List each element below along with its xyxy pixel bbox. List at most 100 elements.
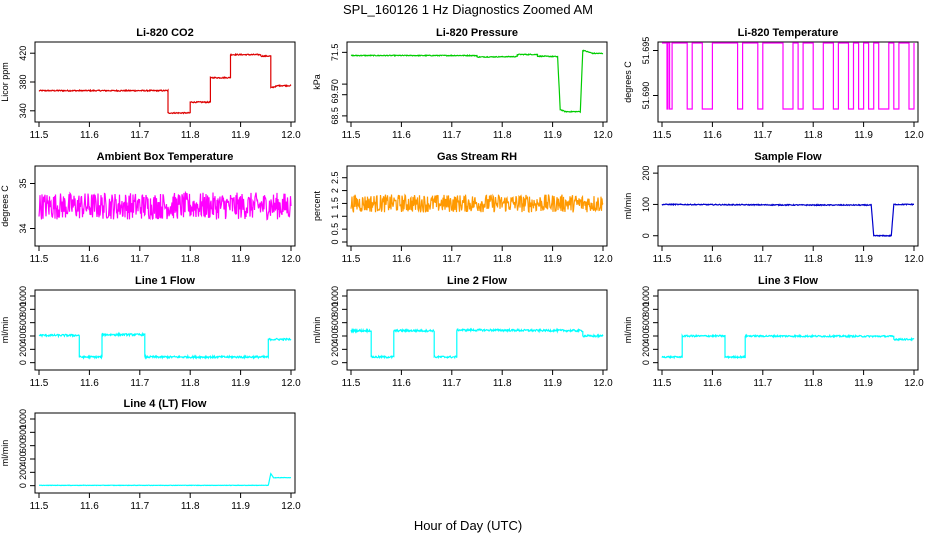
x-tick-label: 11.9 [231, 254, 250, 265]
x-tick-label: 11.8 [804, 130, 823, 141]
y-axis-label: ml/min [0, 317, 10, 344]
y-tick-label: 2.5 [330, 171, 340, 184]
x-tick-label: 11.6 [392, 130, 411, 141]
panel-9: Line 3 Flow ml/min 11.5 11.6 11.7 11.8 11.9 12.… [623, 275, 924, 389]
y-tick-label: 400 [641, 328, 651, 343]
y-tick-label: 200 [18, 465, 28, 480]
series-line [350, 49, 604, 114]
panel-frame [657, 289, 919, 371]
series-line [38, 190, 292, 221]
x-tick-label: 12.0 [904, 378, 924, 389]
panel-frame [346, 165, 608, 247]
y-tick-label: 1.5 [330, 197, 340, 210]
x-tick-label: 11.5 [30, 378, 49, 389]
panel-7: Line 1 Flow ml/min 11.5 11.6 11.7 11.8 11.9 12.… [0, 275, 301, 389]
y-axis-label: Licor ppm [0, 62, 10, 102]
panel-title: Li-820 CO2 [136, 27, 193, 39]
panel-1: Li-820 CO2 Licor ppm 11.5 11.6 11.7 11.8 11.9 1… [0, 27, 301, 141]
x-tick-label: 11.9 [854, 254, 873, 265]
x-tick-label: 11.7 [130, 130, 149, 141]
x-tick-label: 12.0 [281, 501, 301, 512]
y-axis-label: ml/min [623, 317, 633, 344]
y-tick-label: 51.690 [641, 82, 651, 110]
series-line [661, 202, 914, 238]
panel-frame [34, 289, 296, 371]
x-tick-label: 11.7 [130, 501, 149, 512]
y-tick-label: 0 [330, 360, 340, 365]
x-tick-label: 11.8 [493, 378, 512, 389]
panel-title: Line 4 (LT) Flow [124, 398, 207, 410]
x-tick-label: 11.8 [181, 378, 200, 389]
x-tick-label: 11.7 [442, 254, 461, 265]
y-tick-label: 420 [18, 46, 28, 61]
x-tick-label: 11.6 [80, 378, 99, 389]
series-line [350, 327, 604, 360]
y-tick-label: 1000 [330, 286, 340, 306]
x-tick-label: 11.6 [80, 501, 99, 512]
x-axis-title: Hour of Day (UTC) [413, 518, 523, 533]
y-axis-label: percent [312, 190, 322, 221]
x-tick-label: 11.5 [30, 254, 49, 265]
x-tick-label: 12.0 [593, 130, 613, 141]
panel-frame [657, 41, 919, 123]
panel-frame [346, 41, 608, 123]
x-tick-label: 11.5 [342, 130, 361, 141]
y-axis-label: ml/min [0, 440, 10, 467]
series-line [662, 42, 915, 110]
x-tick-label: 11.6 [80, 254, 99, 265]
panel-frame [34, 165, 296, 247]
panel-title: Line 3 Flow [758, 275, 818, 287]
panel-3: Li-820 Temperature degrees C 11.5 11.6 11.7 1… [623, 27, 924, 141]
x-tick-label: 12.0 [593, 254, 613, 265]
x-tick-label: 11.5 [30, 130, 49, 141]
panel-title: Ambient Box Temperature [97, 151, 234, 163]
x-tick-label: 11.6 [703, 130, 722, 141]
series-line [38, 331, 292, 360]
y-tick-label: 600 [18, 438, 28, 453]
x-tick-label: 11.7 [753, 254, 772, 265]
panel-title: Line 1 Flow [135, 275, 195, 287]
y-tick-label: 1000 [18, 409, 28, 429]
x-tick-label: 11.5 [653, 378, 672, 389]
x-tick-label: 12.0 [593, 378, 613, 389]
y-tick-label: 800 [18, 302, 28, 317]
y-axis-label: ml/min [312, 317, 322, 344]
x-tick-label: 11.8 [181, 254, 200, 265]
y-tick-label: 600 [641, 315, 651, 330]
x-tick-label: 11.8 [181, 501, 200, 512]
y-tick-label: 0 [18, 360, 28, 365]
panel-frame [34, 412, 296, 494]
panel-title: Sample Flow [754, 151, 822, 163]
series-line [350, 193, 604, 214]
y-tick-label: 69.5 [330, 86, 340, 104]
x-tick-label: 11.8 [804, 378, 823, 389]
x-tick-label: 11.7 [130, 254, 149, 265]
x-tick-label: 11.5 [30, 501, 49, 512]
y-tick-label: 51.695 [641, 37, 651, 65]
panel-frame [346, 289, 608, 371]
x-tick-label: 11.8 [493, 254, 512, 265]
y-tick-label: 380 [18, 74, 28, 89]
x-tick-label: 11.9 [854, 378, 873, 389]
y-tick-label: 400 [330, 328, 340, 343]
y-tick-label: 2 [330, 188, 340, 193]
y-axis-label: kPa [312, 74, 322, 90]
x-tick-label: 12.0 [904, 130, 924, 141]
y-tick-label: 71.5 [330, 44, 340, 62]
x-tick-label: 11.7 [442, 378, 461, 389]
x-tick-label: 11.7 [130, 378, 149, 389]
y-tick-label: 0 [18, 483, 28, 488]
y-tick-label: 200 [641, 342, 651, 357]
x-tick-label: 11.6 [392, 254, 411, 265]
x-tick-label: 11.5 [653, 130, 672, 141]
y-tick-label: 1 [330, 214, 340, 219]
series-line [661, 333, 915, 360]
x-tick-label: 11.8 [804, 254, 823, 265]
x-tick-label: 11.9 [231, 378, 250, 389]
x-tick-label: 11.9 [231, 501, 250, 512]
panel-frame [657, 165, 919, 247]
panel-title: Line 2 Flow [447, 275, 507, 287]
x-tick-label: 11.8 [493, 130, 512, 141]
